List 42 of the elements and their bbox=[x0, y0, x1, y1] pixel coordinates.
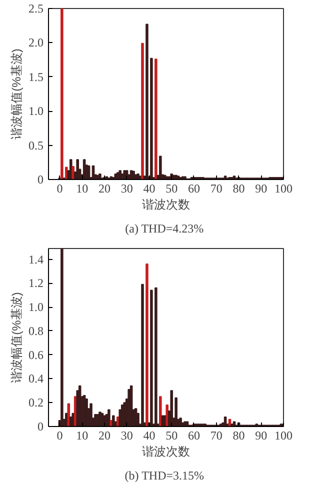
y-axis-title: 谐波幅值(%基波) bbox=[10, 292, 24, 383]
y-axis-title: 谐波幅值(%基波) bbox=[10, 48, 24, 140]
x-tick-label: 20 bbox=[98, 428, 110, 442]
y-tick-label: 0.8 bbox=[28, 324, 44, 338]
y-tick-label: 0.4 bbox=[28, 372, 44, 386]
x-tick-label: 100 bbox=[274, 182, 292, 196]
x-tick-label: 50 bbox=[166, 182, 178, 196]
text: (a) THD=4.23% bbox=[125, 222, 204, 236]
x-tick-label: 10 bbox=[76, 428, 88, 442]
x-tick-label: 40 bbox=[143, 428, 156, 442]
y-tick-label: 2.0 bbox=[28, 36, 44, 50]
x-tick-label: 0 bbox=[56, 428, 63, 442]
x-tick-label: 70 bbox=[210, 428, 222, 442]
y-tick-label: 0 bbox=[38, 420, 44, 434]
x-tick-label: 0 bbox=[56, 182, 63, 196]
x-tick-label: 30 bbox=[120, 182, 133, 196]
y-tick-label: 0.5 bbox=[28, 138, 44, 152]
x-tick-label: 40 bbox=[143, 182, 156, 196]
y-tick-label: 1.4 bbox=[28, 252, 44, 266]
x-axis-title: 谐波次数 bbox=[142, 444, 190, 458]
x-tick-label: 80 bbox=[232, 428, 245, 442]
x-tick-label: 90 bbox=[255, 182, 268, 196]
x-tick-label: 60 bbox=[188, 182, 200, 196]
y-tick-label: 1.0 bbox=[28, 104, 44, 118]
y-tick-label: 0.6 bbox=[28, 348, 44, 362]
x-tick-label: 60 bbox=[188, 428, 200, 442]
x-tick-label: 100 bbox=[274, 428, 292, 442]
y-tick-label: 1.0 bbox=[28, 300, 44, 314]
x-tick-label: 20 bbox=[98, 182, 110, 196]
x-tick-label: 70 bbox=[210, 182, 222, 196]
x-tick-label: 90 bbox=[255, 428, 268, 442]
x-tick-label: 30 bbox=[120, 428, 133, 442]
x-tick-label: 10 bbox=[76, 182, 88, 196]
y-tick-label: 0.2 bbox=[28, 396, 44, 410]
y-tick-label: 1.5 bbox=[28, 70, 44, 84]
x-tick-label: 80 bbox=[232, 182, 245, 196]
text: (b) THD=3.15% bbox=[124, 468, 204, 482]
y-tick-label: 0 bbox=[38, 172, 44, 186]
y-tick-label: 1.2 bbox=[28, 276, 44, 290]
x-axis-title: 谐波次数 bbox=[142, 198, 190, 212]
y-tick-label: 2.5 bbox=[28, 2, 44, 16]
x-tick-label: 50 bbox=[166, 428, 178, 442]
